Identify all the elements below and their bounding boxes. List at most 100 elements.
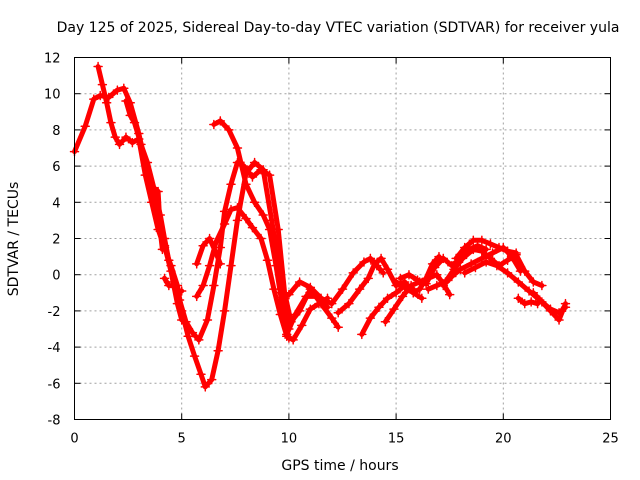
- sat-track-15: [391, 251, 444, 298]
- y-tick-label: 4: [52, 196, 60, 211]
- data-point: [290, 309, 301, 320]
- data-point: [279, 315, 290, 325]
- data-point: [282, 329, 292, 340]
- sat-track-20: [513, 293, 543, 309]
- data-point: [89, 94, 99, 104]
- data-point: [376, 253, 386, 264]
- data-point: [327, 298, 337, 309]
- x-tick-label: 10: [281, 432, 298, 447]
- data-point: [513, 293, 524, 303]
- data-point: [354, 284, 365, 294]
- x-tick-label: 0: [70, 432, 78, 447]
- data-point: [262, 255, 273, 265]
- sat-track-2: [93, 61, 294, 392]
- data-point: [305, 282, 316, 293]
- data-point: [121, 96, 131, 106]
- data-point: [159, 273, 170, 284]
- data-point: [414, 284, 425, 294]
- y-tick-label: -8: [48, 414, 61, 429]
- data-point: [406, 280, 416, 291]
- data-point: [494, 242, 504, 253]
- data-point: [127, 137, 138, 148]
- data-point: [232, 202, 243, 213]
- data-point: [232, 143, 243, 153]
- data-point: [256, 233, 266, 244]
- x-tick-label: 25: [602, 432, 619, 447]
- data-point: [284, 289, 294, 300]
- data-point: [487, 248, 498, 258]
- data-point: [176, 315, 187, 325]
- data-point: [249, 197, 260, 208]
- data-point: [404, 269, 414, 280]
- data-point: [232, 215, 243, 226]
- data-point: [258, 164, 268, 175]
- data-point: [146, 197, 157, 208]
- data-point: [399, 282, 410, 293]
- data-point: [391, 277, 401, 287]
- data-point: [526, 297, 536, 307]
- data-point: [305, 304, 316, 314]
- y-tick-label: 12: [44, 52, 61, 67]
- sat-track-10: [284, 253, 388, 309]
- data-point: [249, 157, 260, 168]
- data-point: [176, 286, 187, 296]
- data-point: [502, 246, 513, 256]
- data-point: [106, 117, 116, 128]
- data-point: [213, 345, 223, 356]
- data-point: [423, 284, 434, 294]
- data-point: [136, 139, 146, 150]
- data-point: [395, 273, 406, 284]
- data-point: [204, 260, 215, 271]
- grid: [74, 57, 611, 420]
- data-point: [451, 253, 461, 264]
- data-point: [209, 119, 219, 130]
- series-line: [151, 185, 165, 252]
- data-point: [241, 179, 251, 189]
- data-point: [119, 83, 129, 94]
- data-point: [209, 280, 219, 291]
- data-point: [153, 186, 163, 197]
- data-point: [455, 264, 466, 275]
- data-point: [172, 298, 183, 309]
- data-point: [417, 293, 427, 303]
- data-point: [519, 298, 530, 309]
- y-tick-label: -2: [48, 305, 61, 320]
- data-point: [215, 116, 226, 126]
- data-point: [191, 291, 202, 302]
- x-axis-title: GPS time / hours: [281, 458, 398, 474]
- data-point: [140, 170, 151, 180]
- data-point: [155, 226, 166, 237]
- data-point: [560, 298, 571, 309]
- y-tick-label: 6: [52, 160, 60, 175]
- data-point: [129, 117, 140, 128]
- data-point: [359, 257, 369, 267]
- data-point: [537, 297, 547, 307]
- data-point: [337, 284, 348, 294]
- data-point: [275, 288, 286, 298]
- data-point: [157, 244, 168, 255]
- data-point: [537, 280, 547, 291]
- data-point: [481, 257, 491, 267]
- data-point: [125, 110, 135, 121]
- data-point: [114, 139, 125, 150]
- data-point: [427, 259, 438, 269]
- data-point: [271, 260, 281, 271]
- data-point: [97, 79, 108, 90]
- data-point: [297, 320, 307, 331]
- tick-labels: 0 5 10 15 20 25 -8 -6 -4 -2 0 2 4 6 8 10 12: [44, 52, 619, 447]
- data-point: [191, 259, 202, 269]
- data-point: [382, 293, 393, 303]
- data-point: [206, 374, 217, 385]
- data-point: [485, 239, 496, 249]
- data-point: [142, 157, 153, 168]
- data-point: [219, 306, 230, 316]
- data-point: [468, 235, 479, 246]
- y-tick-label: -4: [48, 341, 61, 356]
- y-tick-label: 0: [52, 269, 60, 284]
- data-point: [459, 268, 470, 278]
- data-point: [369, 259, 380, 269]
- data-point: [215, 259, 226, 269]
- data-point: [110, 132, 120, 142]
- data-point: [247, 172, 258, 182]
